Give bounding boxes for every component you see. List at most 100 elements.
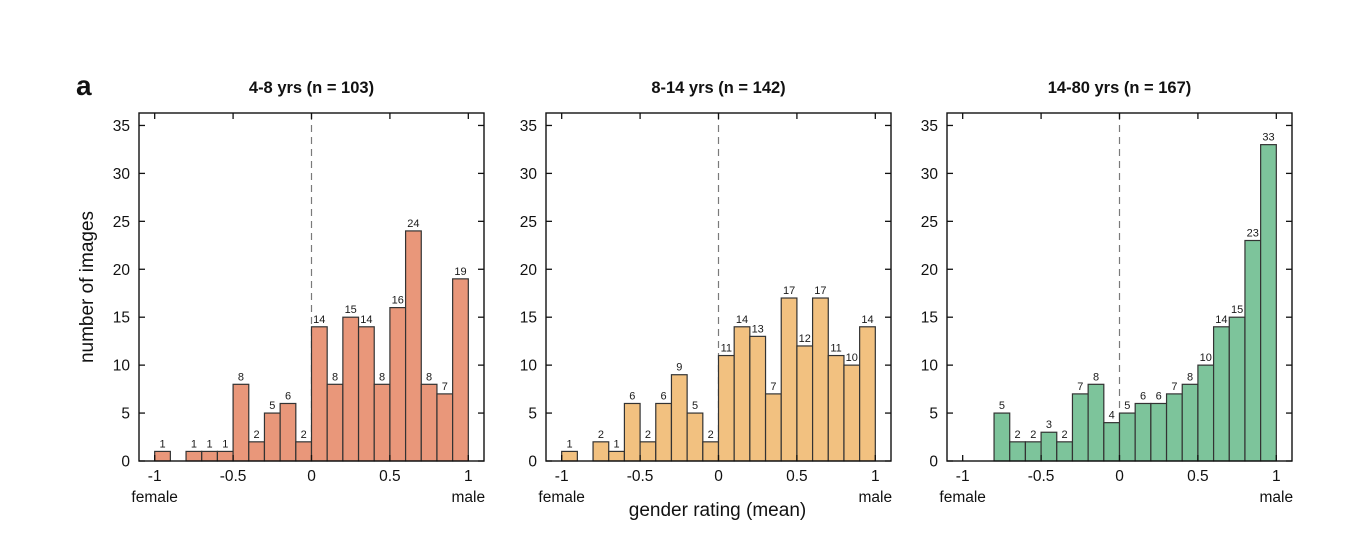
bar-value-label: 5 bbox=[692, 400, 698, 412]
histogram-bar bbox=[216, 450, 234, 462]
y-tick-label: 0 bbox=[929, 454, 938, 471]
bar-value-label: 8 bbox=[379, 371, 385, 383]
x-tick-label: -0.5 bbox=[1028, 468, 1055, 485]
bar-value-label: 2 bbox=[301, 429, 307, 441]
x-tick-label: 0 bbox=[307, 468, 316, 485]
histogram-bar bbox=[780, 297, 798, 462]
bar-value-label: 1 bbox=[207, 438, 213, 450]
histogram-bar bbox=[843, 364, 861, 462]
histogram-bar bbox=[185, 450, 203, 462]
histogram-bar bbox=[310, 326, 328, 462]
histogram-bar bbox=[1009, 441, 1027, 462]
y-tick-label: 15 bbox=[113, 310, 130, 327]
bar-value-label: 7 bbox=[770, 381, 776, 393]
y-tick-label: 15 bbox=[921, 310, 938, 327]
bar-value-label: 5 bbox=[999, 400, 1005, 412]
bar-value-label: 14 bbox=[360, 314, 372, 326]
chart-title-4-8-yrs: 4-8 yrs (n = 103) bbox=[248, 79, 375, 97]
bar-value-label: 23 bbox=[1247, 228, 1259, 240]
bar-value-label: 8 bbox=[426, 371, 432, 383]
bar-value-label: 1 bbox=[614, 438, 620, 450]
histogram-bar bbox=[608, 450, 626, 462]
bar-value-label: 2 bbox=[598, 429, 604, 441]
histogram-bar bbox=[749, 335, 767, 462]
y-tick-label: 0 bbox=[121, 454, 130, 471]
histogram-bar bbox=[702, 441, 720, 462]
x-tick-label: -1 bbox=[148, 468, 162, 485]
bar-value-label: 14 bbox=[861, 314, 873, 326]
x-tick-label: -0.5 bbox=[627, 468, 654, 485]
bar-value-label: 11 bbox=[721, 343, 732, 355]
x-tick-label: 0 bbox=[714, 468, 723, 485]
histogram-bar bbox=[263, 412, 281, 462]
bar-value-label: 8 bbox=[1187, 371, 1193, 383]
female-endpoint-label: female bbox=[538, 489, 585, 506]
bar-value-label: 2 bbox=[1015, 429, 1021, 441]
bar-value-label: 10 bbox=[1200, 352, 1212, 364]
female-endpoint-label: female bbox=[939, 489, 986, 506]
histogram-bar bbox=[655, 402, 673, 462]
bar-value-label: 6 bbox=[1140, 391, 1146, 403]
histogram-bar bbox=[686, 412, 704, 462]
histogram-bar bbox=[404, 230, 422, 462]
bar-value-label: 33 bbox=[1262, 132, 1274, 144]
y-tick-label: 20 bbox=[520, 262, 538, 279]
bar-value-label: 8 bbox=[238, 371, 244, 383]
bar-value-label: 2 bbox=[708, 429, 714, 441]
bar-value-label: 7 bbox=[1077, 381, 1083, 393]
bar-value-label: 4 bbox=[1109, 410, 1115, 422]
bar-value-label: 6 bbox=[1156, 391, 1162, 403]
male-endpoint-label: male bbox=[859, 489, 893, 506]
bar-value-label: 17 bbox=[814, 285, 826, 297]
histogram-bar bbox=[279, 402, 297, 462]
histogram-bar bbox=[717, 354, 735, 462]
y-tick-label: 5 bbox=[121, 406, 130, 423]
bar-value-label: 14 bbox=[736, 314, 748, 326]
histogram-bar bbox=[1071, 393, 1089, 462]
y-tick-label: 20 bbox=[113, 262, 131, 279]
histogram-bar bbox=[452, 278, 469, 462]
histogram-bar bbox=[1134, 402, 1152, 462]
bar-value-label: 8 bbox=[1093, 371, 1099, 383]
y-tick-label: 35 bbox=[520, 118, 537, 135]
bar-value-label: 1 bbox=[159, 438, 165, 450]
bar-value-label: 15 bbox=[1231, 304, 1243, 316]
x-tick-label: -1 bbox=[555, 468, 569, 485]
histogram-bar bbox=[1212, 326, 1230, 462]
histogram-bar bbox=[232, 383, 250, 462]
bar-value-label: 11 bbox=[830, 343, 841, 355]
x-tick-label: -1 bbox=[956, 468, 970, 485]
x-tick-label: 0 bbox=[1115, 468, 1124, 485]
y-tick-label: 25 bbox=[520, 214, 537, 231]
histogram-bar bbox=[1197, 364, 1215, 462]
female-endpoint-label: female bbox=[131, 489, 178, 506]
chart-title-14-80-yrs: 14-80 yrs (n = 167) bbox=[1047, 79, 1192, 97]
y-tick-label: 0 bbox=[528, 454, 537, 471]
y-tick-label: 30 bbox=[520, 166, 538, 183]
y-tick-label: 35 bbox=[921, 118, 938, 135]
bar-value-label: 12 bbox=[799, 333, 811, 345]
y-tick-label: 5 bbox=[929, 406, 938, 423]
histogram-bar bbox=[592, 441, 610, 462]
histogram-bar bbox=[811, 297, 829, 462]
bar-value-label: 9 bbox=[676, 362, 682, 374]
bar-value-label: 19 bbox=[454, 266, 466, 278]
bar-value-label: 8 bbox=[332, 371, 338, 383]
bar-value-label: 1 bbox=[191, 438, 197, 450]
histogram-bar bbox=[733, 326, 751, 462]
y-tick-label: 30 bbox=[921, 166, 939, 183]
bar-value-label: 2 bbox=[254, 429, 260, 441]
bar-value-label: 7 bbox=[1171, 381, 1177, 393]
histogram-bar bbox=[373, 383, 391, 462]
bar-value-label: 1 bbox=[566, 438, 572, 450]
bar-value-label: 13 bbox=[752, 323, 764, 335]
histogram-bar bbox=[1087, 383, 1105, 462]
y-tick-label: 30 bbox=[113, 166, 131, 183]
histogram-bar bbox=[1228, 316, 1246, 462]
histogram-bar bbox=[639, 441, 657, 462]
histogram-bar bbox=[764, 393, 782, 462]
